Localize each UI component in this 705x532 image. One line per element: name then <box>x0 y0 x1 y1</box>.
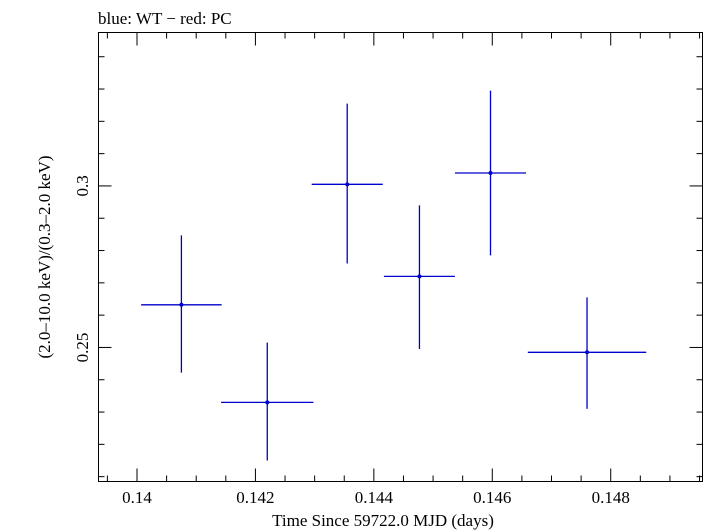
data-marker <box>417 274 422 279</box>
plot-frame <box>98 32 703 482</box>
x-axis-label: Time Since 59722.0 MJD (days) <box>272 511 494 530</box>
x-tick-label: 0.146 <box>473 488 511 507</box>
data-point <box>383 205 455 350</box>
data-point <box>141 235 222 373</box>
y-tick-label: 0.25 <box>73 333 92 363</box>
data-marker <box>265 400 270 405</box>
axis-ticks: 0.14 0.142 0.144 0.146 0.148 0.25 0.3 <box>73 32 703 507</box>
x-tick-label: 0.144 <box>355 488 394 507</box>
data-marker <box>585 350 590 355</box>
data-point <box>311 103 383 264</box>
data-marker <box>345 182 350 187</box>
x-tick-label: 0.142 <box>236 488 274 507</box>
x-tick-label: 0.14 <box>122 488 152 507</box>
y-axis-label: (2.0–10.0 keV)/(0.3–2.0 keV) <box>35 155 54 358</box>
data-point <box>454 90 527 256</box>
chart-title: blue: WT − red: PC <box>98 9 232 28</box>
data-series-wt <box>141 90 647 461</box>
data-marker <box>179 302 184 307</box>
y-tick-label: 0.3 <box>73 175 92 196</box>
data-point <box>221 342 314 461</box>
x-tick-label: 0.148 <box>592 488 630 507</box>
data-marker <box>488 171 493 176</box>
data-point <box>527 297 647 409</box>
